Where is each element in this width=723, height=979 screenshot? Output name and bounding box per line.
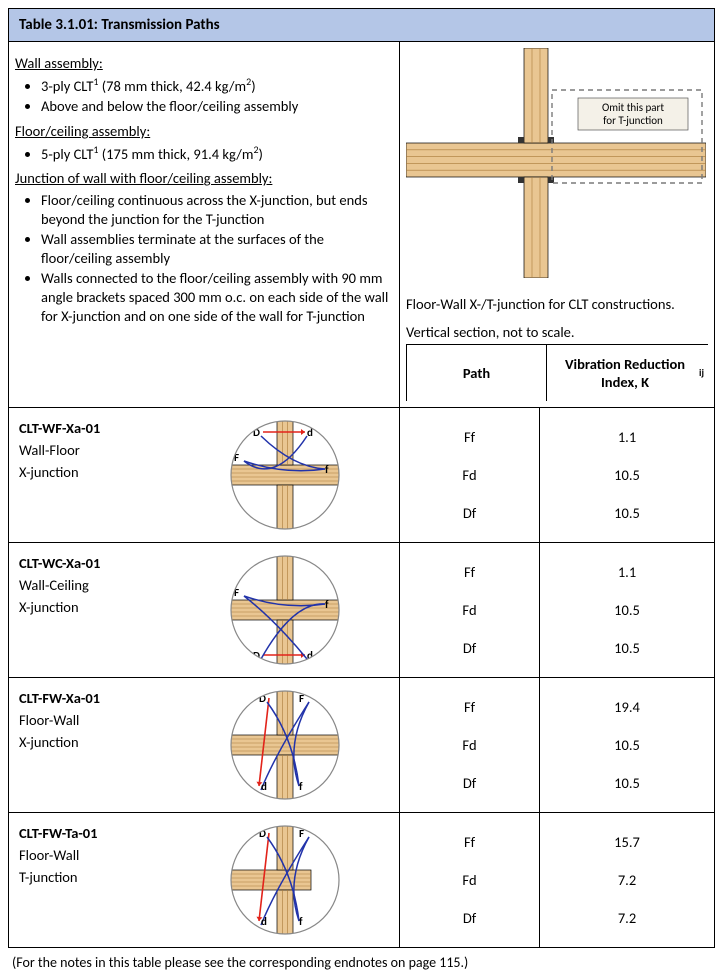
- k-value: 10.5: [614, 466, 640, 484]
- k-value: 19.4: [614, 698, 640, 716]
- list-item: 5-ply CLT1 (175 mm thick, 91.4 kg/m2): [41, 144, 391, 163]
- svg-text:f: f: [325, 463, 329, 476]
- svg-text:d: d: [261, 780, 267, 793]
- k-value: 10.5: [614, 601, 640, 619]
- path-value: Fd: [462, 601, 476, 619]
- diagram-caption-2: Vertical section, not to scale.: [406, 322, 708, 344]
- main-diagram-cell: Omit this partfor T-junction Floor-Wall …: [399, 42, 714, 407]
- path-value: Ff: [464, 428, 475, 446]
- table-row: CLT-WC-Xa-01 Wall-Ceiling X-junction DdF…: [9, 542, 714, 677]
- svg-text:F: F: [234, 451, 239, 464]
- svg-text:f: f: [299, 780, 303, 793]
- list-item: Above and below the floor/ceiling assemb…: [41, 97, 391, 116]
- list-item: Wall assemblies terminate at the surface…: [41, 230, 391, 267]
- row-code: CLT-WF-Xa-01: [19, 418, 164, 438]
- row-desc: X-junction: [19, 732, 164, 752]
- k-value: 7.2: [618, 871, 636, 889]
- path-value: Fd: [462, 871, 476, 889]
- description-text: Wall assembly: 3-ply CLT1 (78 mm thick, …: [9, 42, 399, 407]
- header-path: Path: [406, 345, 546, 401]
- row-diagram: DdFf: [176, 551, 393, 669]
- path-value: Fd: [462, 736, 476, 754]
- row-diagram: DdFf: [176, 686, 393, 804]
- junction-head: Junction of wall with floor/ceiling asse…: [15, 169, 391, 187]
- table-row: CLT-WF-Xa-01 Wall-Floor X-junction DdFfF…: [9, 407, 714, 542]
- row-desc: Wall-Floor: [19, 440, 164, 460]
- k-value: 7.2: [618, 909, 636, 927]
- junction-list: Floor/ceiling continuous across the X-ju…: [15, 191, 391, 325]
- path-value: Ff: [464, 563, 475, 581]
- row-k-cell: 1.1 10.5 10.5: [539, 543, 714, 677]
- svg-text:f: f: [325, 598, 329, 611]
- row-desc: Floor-Wall: [19, 710, 164, 730]
- path-value: Fd: [462, 466, 476, 484]
- list-item: Walls connected to the floor/ceiling ass…: [41, 269, 391, 325]
- row-path-cell: Ff Fd Df: [399, 678, 539, 812]
- path-value: Df: [463, 504, 476, 522]
- row-path-cell: Ff Fd Df: [399, 408, 539, 542]
- row-desc: T-junction: [19, 867, 164, 887]
- description-row: Wall assembly: 3-ply CLT1 (78 mm thick, …: [9, 42, 714, 407]
- svg-text:d: d: [307, 649, 313, 662]
- svg-text:D: D: [259, 827, 266, 840]
- row-label-cell: CLT-WF-Xa-01 Wall-Floor X-junction DdFf: [9, 408, 399, 542]
- table-row: CLT-FW-Ta-01 Floor-Wall T-junction DdFfF…: [9, 812, 714, 947]
- k-value: 10.5: [614, 639, 640, 657]
- svg-text:F: F: [234, 586, 239, 599]
- row-label-cell: CLT-FW-Xa-01 Floor-Wall X-junction DdFf: [9, 678, 399, 812]
- table-container: Table 3.1.01: Transmission Paths Wall as…: [8, 8, 715, 948]
- svg-text:f: f: [299, 915, 303, 928]
- path-value: Df: [463, 639, 476, 657]
- k-value: 1.1: [618, 428, 636, 446]
- path-value: Df: [463, 774, 476, 792]
- row-diagram: DdFf: [176, 821, 393, 939]
- header-k: Vibration Reduction Index, Kij: [546, 345, 708, 401]
- path-value: Df: [463, 909, 476, 927]
- svg-text:for T-junction: for T-junction: [603, 114, 663, 127]
- k-value: 10.5: [614, 774, 640, 792]
- row-k-cell: 19.4 10.5 10.5: [539, 678, 714, 812]
- row-code: CLT-FW-Ta-01: [19, 823, 164, 843]
- wall-assembly-list: 3-ply CLT1 (78 mm thick, 42.4 kg/m2) Abov…: [15, 76, 391, 116]
- table-footnote: (For the notes in this table please see …: [8, 948, 715, 971]
- row-path-cell: Ff Fd Df: [399, 813, 539, 947]
- row-code: CLT-FW-Xa-01: [19, 688, 164, 708]
- k-value: 15.7: [614, 833, 640, 851]
- row-code: CLT-WC-Xa-01: [19, 553, 164, 573]
- wall-assembly-head: Wall assembly:: [15, 54, 391, 72]
- path-value: Ff: [464, 698, 475, 716]
- floor-assembly-list: 5-ply CLT1 (175 mm thick, 91.4 kg/m2): [15, 144, 391, 163]
- table-title: Table 3.1.01: Transmission Paths: [9, 9, 714, 42]
- list-item: Floor/ceiling continuous across the X-ju…: [41, 191, 391, 228]
- k-value: 10.5: [614, 504, 640, 522]
- diagram-caption-1: Floor-Wall X-/T-junction for CLT constru…: [406, 294, 708, 316]
- row-label-cell: CLT-WC-Xa-01 Wall-Ceiling X-junction DdF…: [9, 543, 399, 677]
- row-k-cell: 15.7 7.2 7.2: [539, 813, 714, 947]
- table-row: CLT-FW-Xa-01 Floor-Wall X-junction DdFfF…: [9, 677, 714, 812]
- floor-assembly-head: Floor/ceiling assembly:: [15, 122, 391, 140]
- row-label-cell: CLT-FW-Ta-01 Floor-Wall T-junction DdFf: [9, 813, 399, 947]
- table-header-row: Path Vibration Reduction Index, Kij: [406, 344, 708, 401]
- svg-text:D: D: [259, 692, 266, 705]
- svg-text:Omit this part: Omit this part: [602, 101, 664, 114]
- k-value: 10.5: [614, 736, 640, 754]
- list-item: 3-ply CLT1 (78 mm thick, 42.4 kg/m2): [41, 76, 391, 95]
- row-desc: Floor-Wall: [19, 845, 164, 865]
- path-value: Ff: [464, 833, 475, 851]
- row-path-cell: Ff Fd Df: [399, 543, 539, 677]
- svg-text:d: d: [261, 915, 267, 928]
- row-k-cell: 1.1 10.5 10.5: [539, 408, 714, 542]
- row-desc: X-junction: [19, 597, 164, 617]
- row-desc: Wall-Ceiling: [19, 575, 164, 595]
- row-diagram: DdFf: [176, 416, 393, 534]
- main-junction-diagram: Omit this partfor T-junction: [406, 48, 706, 288]
- data-rows: CLT-WF-Xa-01 Wall-Floor X-junction DdFfF…: [9, 407, 714, 947]
- k-value: 1.1: [618, 563, 636, 581]
- row-desc: X-junction: [19, 462, 164, 482]
